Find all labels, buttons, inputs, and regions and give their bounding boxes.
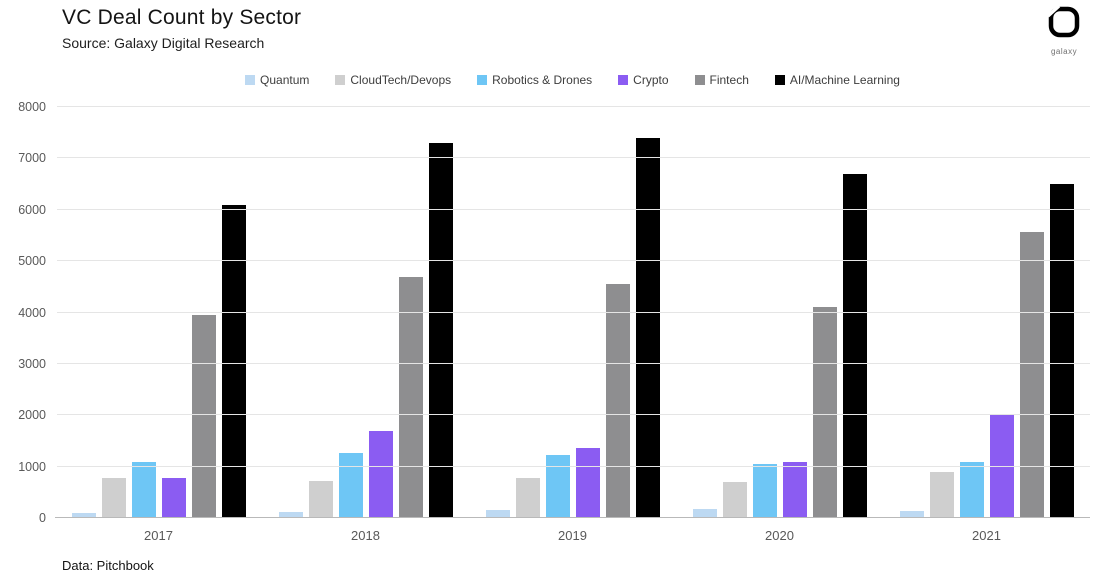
legend-swatch-quantum [245, 75, 256, 85]
page-title: VC Deal Count by Sector [62, 6, 302, 29]
chart-legend: Quantum CloudTech/Devops Robotics & Drones… [55, 73, 1090, 87]
x-axis-line [55, 517, 1090, 518]
x-axis-label-2019: 2019 [558, 528, 587, 543]
bar-group-2017 [55, 107, 262, 518]
galaxy-logo-icon [1046, 4, 1080, 38]
y-tick-label: 7000 [18, 151, 46, 166]
legend-label: Robotics & Drones [492, 73, 593, 87]
legend-item-fintech: Fintech [694, 73, 749, 87]
bar-crypto-2017 [161, 478, 186, 518]
y-tick-label: 5000 [18, 254, 46, 269]
legend-item-crypto: Crypto [618, 73, 669, 87]
bar-group-2020 [676, 107, 883, 518]
legend-item-quantum: Quantum [245, 73, 309, 87]
bar-robotics-drones-2021 [959, 461, 984, 518]
bar-quantum-2017 [71, 513, 96, 518]
chart-header: VC Deal Count by Sector Source: Galaxy D… [62, 6, 301, 51]
bar-group-2019 [469, 107, 676, 518]
legend-swatch-crypto [618, 75, 629, 85]
legend-item-cloudtech-devops: CloudTech/Devops [335, 73, 451, 87]
legend-label: CloudTech/Devops [350, 73, 452, 87]
y-tick-label: 8000 [18, 100, 46, 114]
bar-cloudtech-devops-2021 [929, 471, 954, 518]
bar-quantum-2018 [278, 511, 303, 518]
bar-robotics-drones-2019 [545, 454, 570, 518]
bar-ai-machine-learning-2021 [1049, 184, 1074, 518]
bar-ai-machine-learning-2018 [428, 142, 453, 518]
bar-fintech-2020 [812, 307, 837, 518]
bar-fintech-2018 [398, 276, 423, 518]
gridline [57, 106, 1090, 107]
y-tick-label: 2000 [18, 408, 46, 423]
legend-swatch-fintech [694, 75, 705, 85]
gridline [57, 414, 1090, 416]
bar-crypto-2018 [368, 430, 393, 518]
gridline [57, 260, 1090, 262]
bar-ai-machine-learning-2019 [635, 137, 660, 518]
galaxy-logo: galaxy [1038, 4, 1090, 56]
y-tick-label: 1000 [18, 459, 46, 474]
bar-ai-machine-learning-2020 [842, 173, 867, 518]
legend-item-ai-machine-learning: AI/Machine Learning [774, 73, 900, 87]
bar-crypto-2021 [989, 415, 1014, 518]
bar-quantum-2020 [692, 508, 717, 518]
bar-robotics-drones-2020 [752, 464, 777, 518]
bar-group-2018 [262, 107, 469, 518]
bar-cloudtech-devops-2019 [515, 477, 540, 518]
legend-label: Quantum [260, 73, 310, 87]
x-axis: 2017 2018 2019 2020 2021 [55, 528, 1090, 543]
plot-area [55, 106, 1090, 518]
y-tick-label: 3000 [18, 356, 46, 371]
gridline [57, 208, 1090, 210]
bar-cloudtech-devops-2017 [101, 477, 126, 518]
legend-label: Crypto [633, 73, 669, 87]
bar-crypto-2019 [575, 447, 600, 518]
y-tick-label: 4000 [18, 305, 46, 320]
bar-fintech-2019 [605, 284, 630, 518]
chart-subtitle: Source: Galaxy Digital Research [62, 35, 265, 51]
legend-swatch-robotics-drones [477, 75, 488, 85]
gridline [57, 157, 1090, 159]
legend-item-robotics-drones: Robotics & Drones [477, 73, 592, 87]
x-axis-label-2021: 2021 [972, 528, 1001, 543]
bar-quantum-2021 [899, 510, 924, 518]
bar-chart: 0 1000 2000 3000 4000 5000 6000 7000 8000 2017 20… [0, 100, 1100, 547]
legend-label: Fintech [709, 73, 749, 87]
legend-swatch-cloudtech-devops [335, 75, 346, 85]
legend-swatch-ai-machine-learning [774, 75, 785, 85]
gridline [57, 362, 1090, 364]
bar-group-2021 [883, 107, 1090, 518]
bar-cloudtech-devops-2020 [722, 482, 747, 518]
x-axis-label-2017: 2017 [144, 528, 173, 543]
gridline [57, 311, 1090, 313]
bar-robotics-drones-2017 [131, 461, 156, 518]
bar-fintech-2021 [1019, 232, 1044, 518]
bar-fintech-2017 [191, 315, 216, 518]
x-axis-label-2018: 2018 [351, 528, 380, 543]
y-tick-label: 6000 [18, 202, 46, 217]
y-tick-label: 0 [39, 511, 46, 525]
bar-quantum-2019 [485, 510, 510, 518]
bar-crypto-2020 [782, 461, 807, 518]
bar-ai-machine-learning-2017 [221, 204, 246, 518]
x-axis-label-2020: 2020 [765, 528, 794, 543]
y-axis: 0 1000 2000 3000 4000 5000 6000 7000 8000 [0, 100, 46, 525]
bar-robotics-drones-2018 [338, 452, 363, 518]
gridline [57, 465, 1090, 467]
footer-note: Data: Pitchbook [62, 558, 154, 573]
legend-label: AI/Machine Learning [789, 73, 900, 87]
bar-cloudtech-devops-2018 [308, 481, 333, 518]
logo-label: galaxy [1050, 47, 1078, 56]
bar-groups [55, 107, 1090, 518]
